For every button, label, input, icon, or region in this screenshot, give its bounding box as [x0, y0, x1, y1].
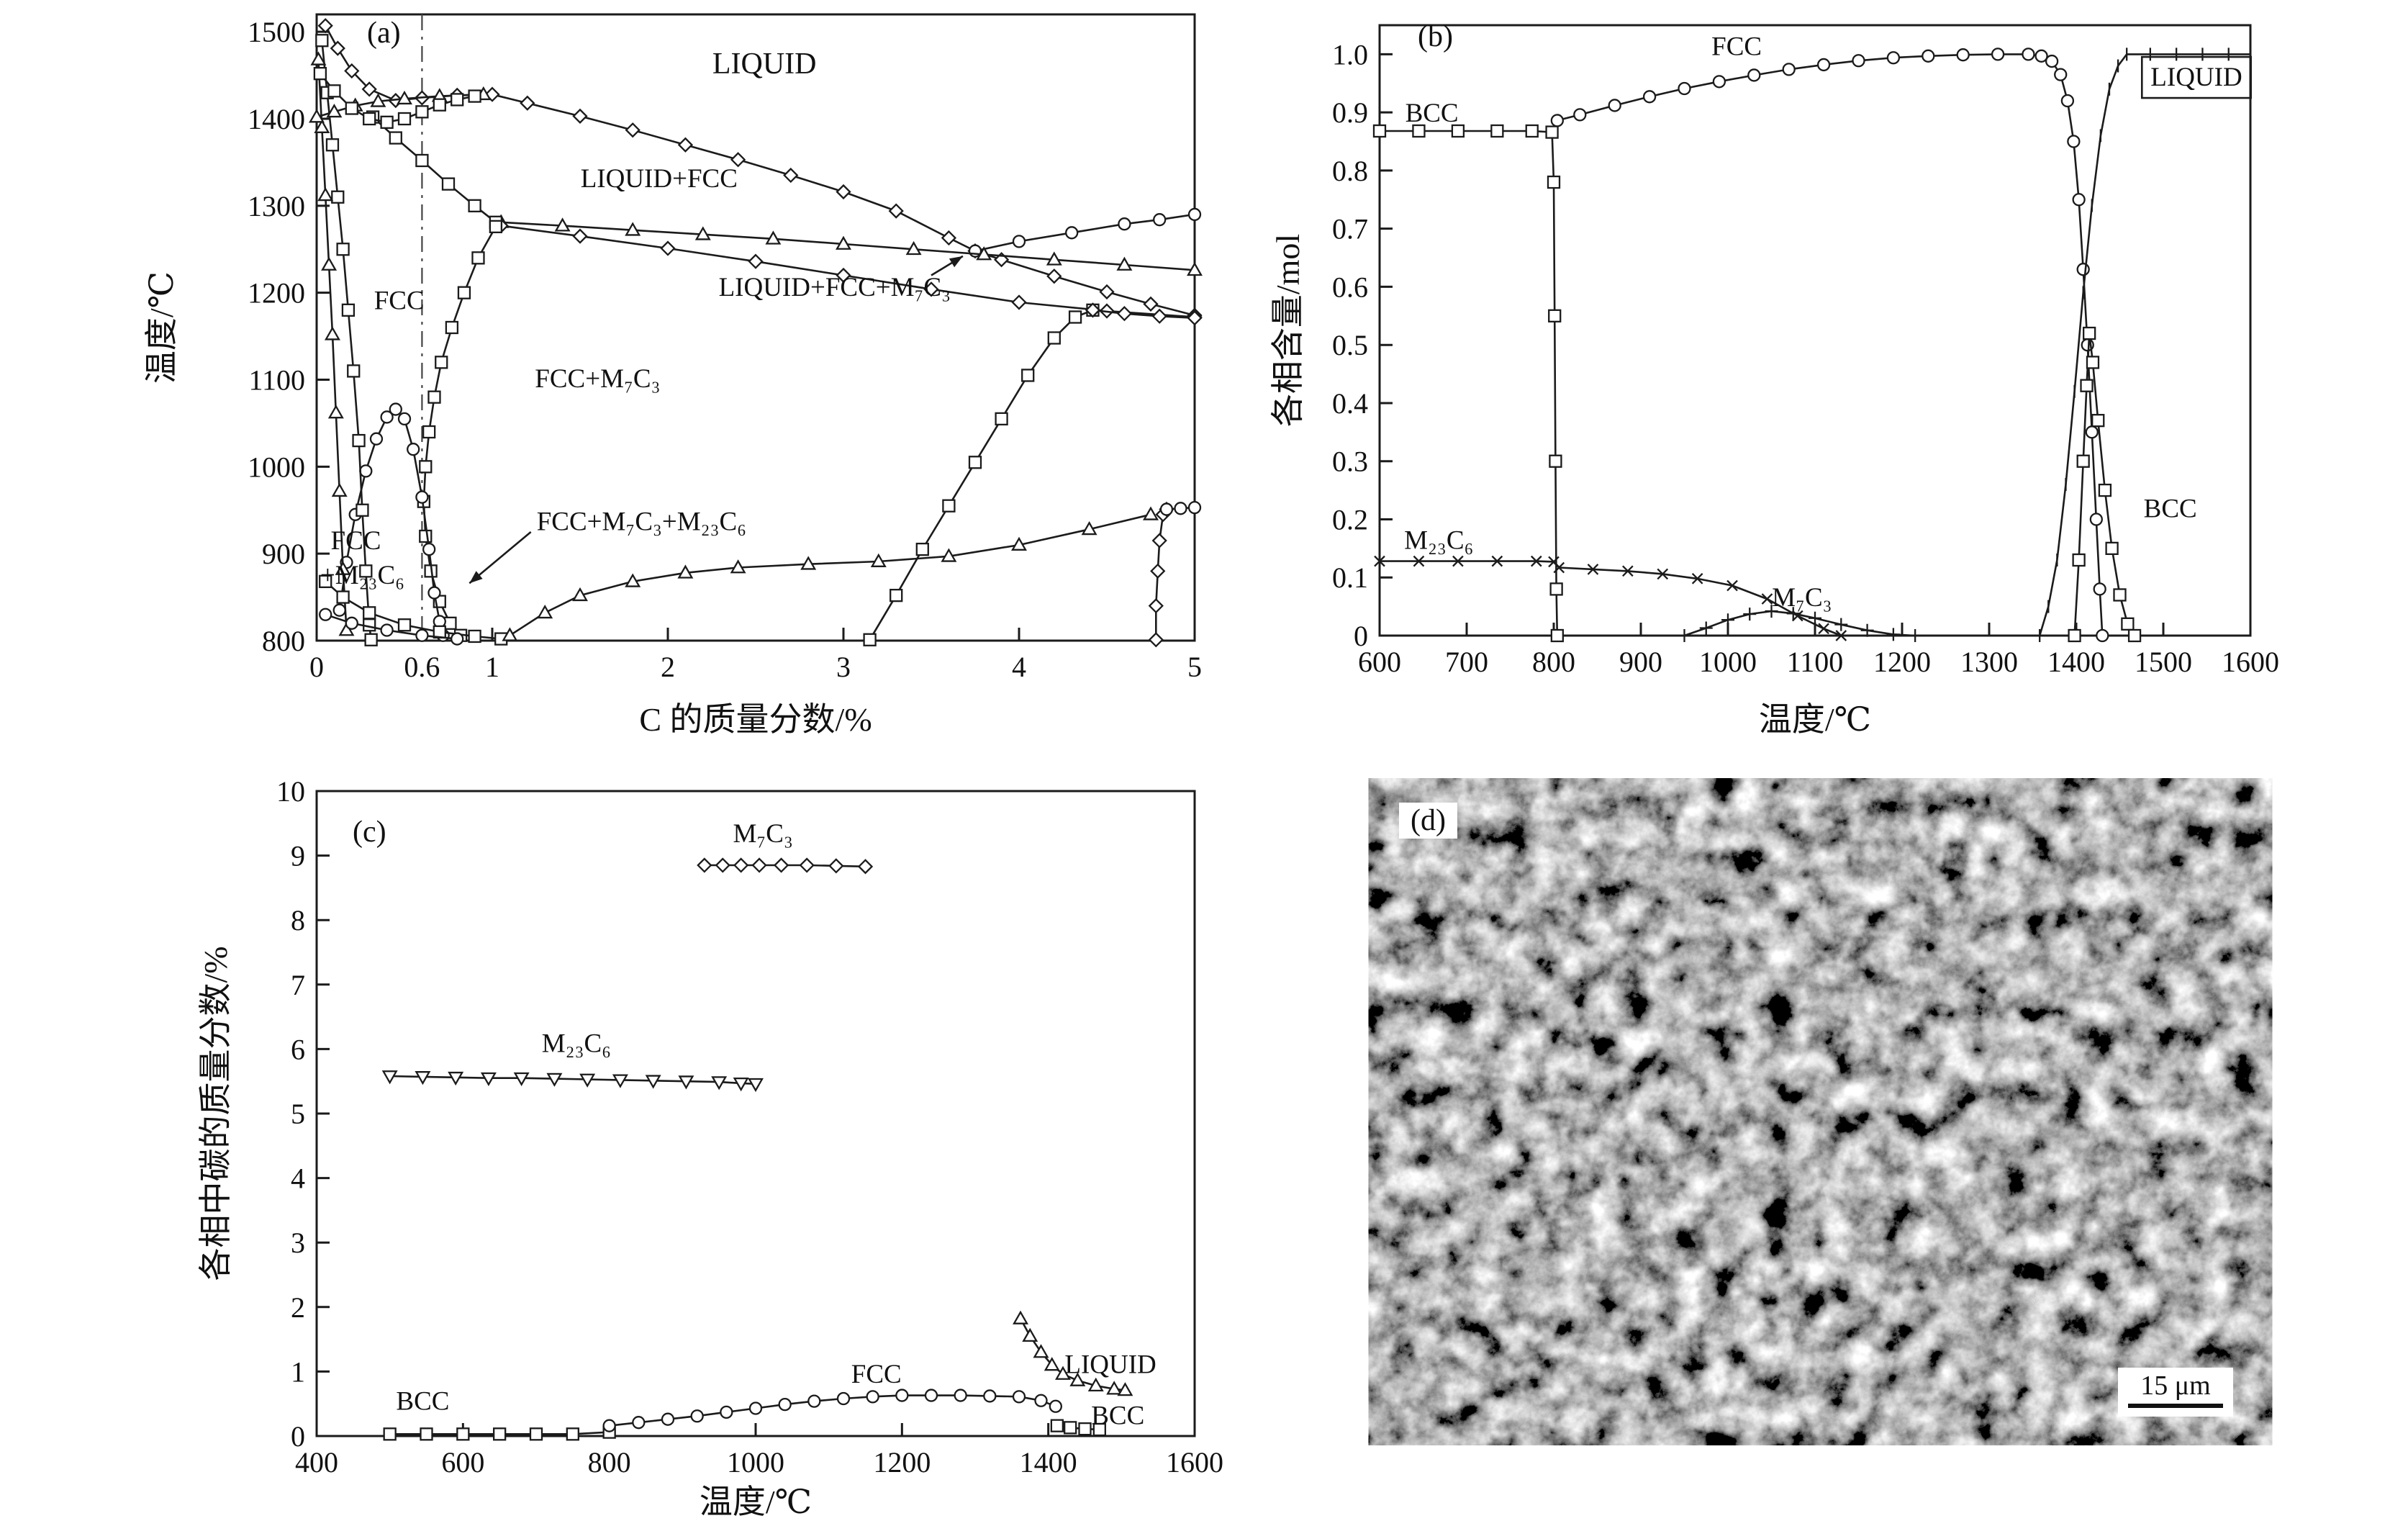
- svg-text:1000: 1000: [1699, 646, 1757, 678]
- svg-text:1600: 1600: [1166, 1446, 1223, 1478]
- svg-text:6: 6: [291, 1033, 305, 1065]
- svg-text:600: 600: [1358, 646, 1401, 678]
- svg-text:9: 9: [291, 840, 305, 872]
- svg-text:BCC: BCC: [1406, 99, 1459, 128]
- svg-text:M₂₃C₆: M₂₃C₆: [542, 1029, 611, 1058]
- svg-text:LIQUID+FCC+M₇C₃: LIQUID+FCC+M₇C₃: [719, 273, 951, 302]
- scale-bar-label: 15 μm: [2140, 1371, 2211, 1401]
- svg-text:0: 0: [309, 651, 324, 683]
- svg-text:LIQUID+FCC: LIQUID+FCC: [581, 164, 738, 194]
- svg-text:1300: 1300: [248, 190, 305, 222]
- svg-text:0.5: 0.5: [1332, 329, 1368, 361]
- svg-text:0.7: 0.7: [1332, 213, 1368, 245]
- svg-text:BCC: BCC: [1091, 1401, 1144, 1430]
- svg-text:FCC+M₇C₃: FCC+M₇C₃: [535, 364, 660, 394]
- panel-d-micrograph: (d) 15 μm: [1386, 791, 2255, 1432]
- svg-text:FCC+M₇C₃+M₂₃C₆: FCC+M₇C₃+M₂₃C₆: [537, 507, 746, 536]
- svg-text:LIQUID: LIQUID: [2150, 63, 2242, 92]
- micrograph-image: [1386, 791, 2255, 1432]
- svg-text:0.1: 0.1: [1332, 561, 1368, 594]
- svg-text:1200: 1200: [873, 1446, 931, 1478]
- svg-text:0.3: 0.3: [1332, 446, 1368, 478]
- svg-text:1100: 1100: [248, 364, 305, 397]
- svg-text:600: 600: [441, 1446, 484, 1478]
- svg-text:800: 800: [1532, 646, 1575, 678]
- svg-text:1200: 1200: [248, 277, 305, 310]
- svg-text:LIQUID: LIQUID: [1064, 1350, 1156, 1380]
- svg-text:1200: 1200: [1873, 646, 1931, 678]
- svg-text:4: 4: [1012, 651, 1026, 683]
- panel-c-carbon-content-chart: 400 600 800 1000 1200 1400 1600 0 1 2 3 4 5 6 7 8 9 10 M₇C…: [101, 749, 1238, 1526]
- svg-text:900: 900: [262, 538, 305, 570]
- svg-text:10: 10: [276, 775, 305, 808]
- svg-text:900: 900: [1619, 646, 1662, 678]
- carbon-content-chart: 400 600 800 1000 1200 1400 1600 0 1 2 3 4 5 6 7 8 9 10 M₇C…: [276, 775, 1223, 1478]
- svg-text:0: 0: [291, 1420, 305, 1453]
- svg-text:LIQUID: LIQUID: [712, 48, 817, 81]
- svg-text:BCC: BCC: [396, 1387, 449, 1417]
- panel-c-y-axis-label: 各相中碳的质量分数/%: [197, 946, 234, 1281]
- svg-text:M₇C₃: M₇C₃: [1772, 583, 1832, 613]
- panel-a-phase-diagram: 0 0.6 1 2 3 4 5 800 900 1000 1100 1200 1300 1400 1500 L…: [101, 0, 1238, 777]
- svg-text:2: 2: [661, 651, 675, 683]
- svg-text:700: 700: [1445, 646, 1488, 678]
- svg-text:1000: 1000: [248, 451, 305, 483]
- svg-text:3: 3: [836, 651, 851, 683]
- svg-text:1.0: 1.0: [1332, 38, 1368, 71]
- svg-text:1: 1: [291, 1355, 305, 1388]
- svg-text:0.6: 0.6: [404, 651, 440, 683]
- svg-text:1100: 1100: [1787, 646, 1844, 678]
- svg-text:2: 2: [291, 1291, 305, 1324]
- svg-text:800: 800: [262, 625, 305, 657]
- svg-text:FCC: FCC: [851, 1360, 902, 1389]
- svg-text:0.9: 0.9: [1332, 96, 1368, 129]
- panel-tag-a: (a): [367, 17, 401, 50]
- phase-content-chart: 600 700 800 900 1000 1100 1200 1300 1400 1500 1600…: [1332, 24, 2279, 678]
- svg-text:4: 4: [291, 1162, 305, 1195]
- panel-b-y-axis-label: 各相含量/mol: [1269, 233, 1306, 428]
- svg-text:7: 7: [291, 969, 305, 1001]
- svg-text:0.8: 0.8: [1332, 155, 1368, 187]
- svg-text:1600: 1600: [2222, 646, 2279, 678]
- svg-text:0.4: 0.4: [1332, 387, 1368, 420]
- svg-text:1500: 1500: [2135, 646, 2192, 678]
- svg-text:M₇C₃: M₇C₃: [733, 819, 792, 849]
- phase-diagram-chart: 0 0.6 1 2 3 4 5 800 900 1000 1100 1200 1300 1400 1500 L…: [248, 13, 1203, 683]
- panel-c-x-axis-label: 温度/℃: [699, 1484, 813, 1520]
- svg-text:5: 5: [1187, 651, 1202, 683]
- svg-text:1400: 1400: [2047, 646, 2105, 678]
- svg-text:M₂₃C₆: M₂₃C₆: [1404, 526, 1473, 556]
- svg-text:5: 5: [291, 1098, 305, 1130]
- svg-text:FCC: FCC: [1711, 32, 1762, 61]
- svg-text:1400: 1400: [248, 103, 305, 135]
- svg-text:1300: 1300: [1960, 646, 2018, 678]
- svg-text:1400: 1400: [1020, 1446, 1077, 1478]
- panel-tag-d: (d): [1399, 803, 1457, 839]
- scale-bar: 15 μm: [2118, 1368, 2233, 1417]
- svg-text:0.2: 0.2: [1332, 503, 1368, 536]
- svg-text:8: 8: [291, 904, 305, 936]
- panel-a-x-axis-label: C 的质量分数/%: [639, 701, 872, 738]
- svg-text:FCC: FCC: [374, 286, 425, 315]
- svg-text:3: 3: [291, 1227, 305, 1259]
- svg-text:FCC: FCC: [331, 526, 381, 556]
- svg-text:BCC: BCC: [2144, 494, 2197, 523]
- svg-text:0: 0: [1354, 620, 1368, 652]
- svg-text:1500: 1500: [248, 16, 305, 48]
- scale-bar-line: [2128, 1404, 2223, 1408]
- svg-text:0.6: 0.6: [1332, 271, 1368, 303]
- svg-text:+M₂₃C₆: +M₂₃C₆: [320, 561, 404, 590]
- panel-b-phase-content-chart: 600 700 800 900 1000 1100 1200 1300 1400 1500 1600…: [1173, 0, 2353, 777]
- svg-text:400: 400: [295, 1446, 338, 1478]
- panel-tag-b: (b): [1418, 20, 1453, 53]
- panel-b-x-axis-label: 温度/℃: [1758, 701, 1872, 738]
- panel-tag-c: (c): [353, 816, 386, 849]
- svg-text:800: 800: [588, 1446, 631, 1478]
- micrograph-texture: [1386, 791, 2255, 1432]
- panel-a-y-axis-label: 温度/℃: [143, 271, 180, 384]
- svg-text:1: 1: [485, 651, 499, 683]
- svg-text:1000: 1000: [727, 1446, 784, 1478]
